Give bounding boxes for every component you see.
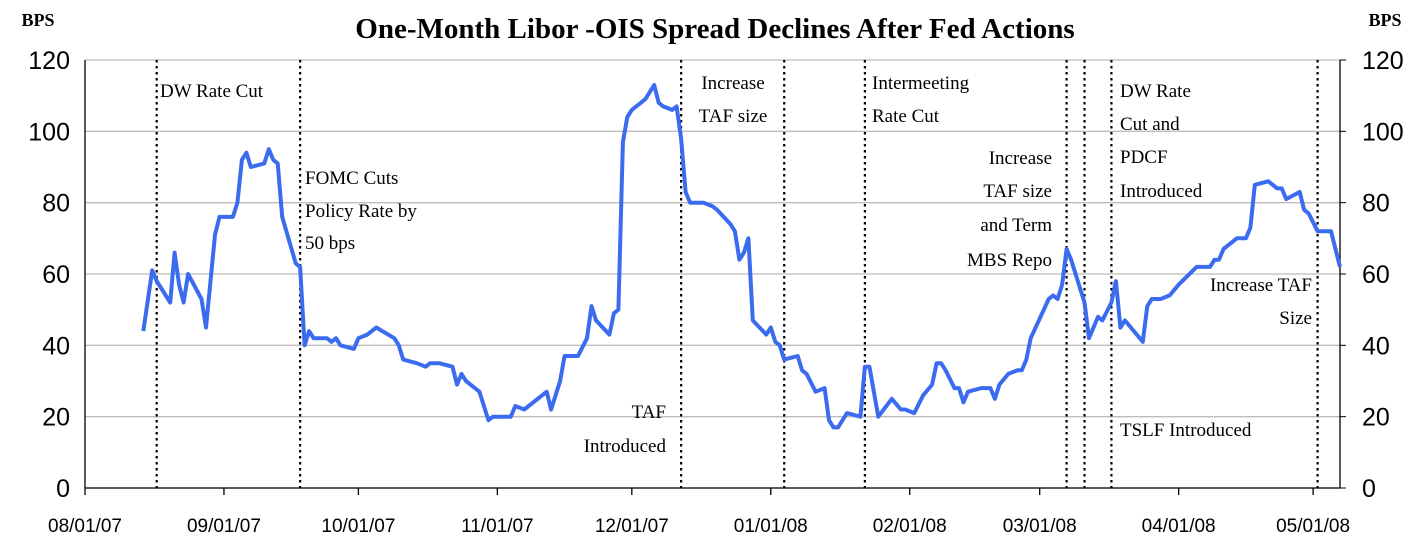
event-annotation: Increase TAF [1210, 275, 1312, 296]
chart-title: One-Month Libor -OIS Spread Declines Aft… [355, 13, 1074, 45]
y-tick-label: 40 [42, 332, 70, 360]
y2-axis-label: BPS [1368, 10, 1401, 30]
event-annotation: PDCF [1120, 147, 1168, 168]
event-annotation: Introduced [584, 436, 667, 457]
event-annotation: MBS Repo [967, 250, 1052, 271]
event-annotation: Rate Cut [872, 106, 940, 127]
y-tick-label: 120 [28, 47, 70, 75]
x-tick-label: 03/01/08 [1003, 516, 1077, 537]
event-annotation: DW Rate Cut [160, 81, 264, 102]
event-annotation: TAF size [699, 106, 768, 127]
line-series [141, 83, 1342, 430]
y2-tick-label: 0 [1362, 475, 1376, 503]
event-annotation: Cut and [1120, 114, 1180, 135]
event-annotation: Increase [701, 73, 764, 94]
x-tick-label: 01/01/08 [734, 516, 808, 537]
x-tick-label: 05/01/08 [1276, 516, 1350, 537]
x-tick-label: 12/01/07 [595, 516, 669, 537]
event-annotation: DW Rate [1120, 81, 1191, 102]
event-annotation: 50 bps [305, 233, 355, 254]
event-annotation: Size [1279, 308, 1312, 329]
event-annotation: Increase [989, 148, 1052, 169]
x-tick-label: 08/01/07 [48, 516, 122, 537]
y2-tick-label: 80 [1362, 190, 1390, 218]
event-annotation: Policy Rate by [305, 201, 417, 222]
y2-tick-label: 40 [1362, 332, 1390, 360]
event-annotation: TAF [632, 402, 666, 423]
x-tick-label: 10/01/07 [321, 516, 395, 537]
y-axis-label: BPS [21, 10, 54, 30]
event-annotation: FOMC Cuts [305, 168, 398, 189]
y2-tick-label: 100 [1362, 118, 1404, 146]
x-tick-label: 02/01/08 [873, 516, 947, 537]
y-tick-label: 20 [42, 404, 70, 432]
y-tick-label: 0 [56, 475, 70, 503]
event-annotation: and Term [980, 215, 1052, 236]
y2-tick-label: 120 [1362, 47, 1404, 75]
x-tick-label: 11/01/07 [461, 516, 534, 537]
y-tick-label: 100 [28, 118, 70, 146]
y2-tick-label: 60 [1362, 261, 1390, 289]
x-tick-label: 04/01/08 [1142, 516, 1216, 537]
x-tick-label: 09/01/07 [187, 516, 261, 537]
event-annotation: TSLF Introduced [1120, 420, 1252, 441]
event-annotation: Introduced [1120, 181, 1203, 202]
y-tick-label: 80 [42, 190, 70, 218]
event-annotation: TAF size [983, 181, 1052, 202]
event-annotation: Intermeeting [872, 73, 970, 94]
y-tick-label: 60 [42, 261, 70, 289]
y2-tick-label: 20 [1362, 404, 1390, 432]
